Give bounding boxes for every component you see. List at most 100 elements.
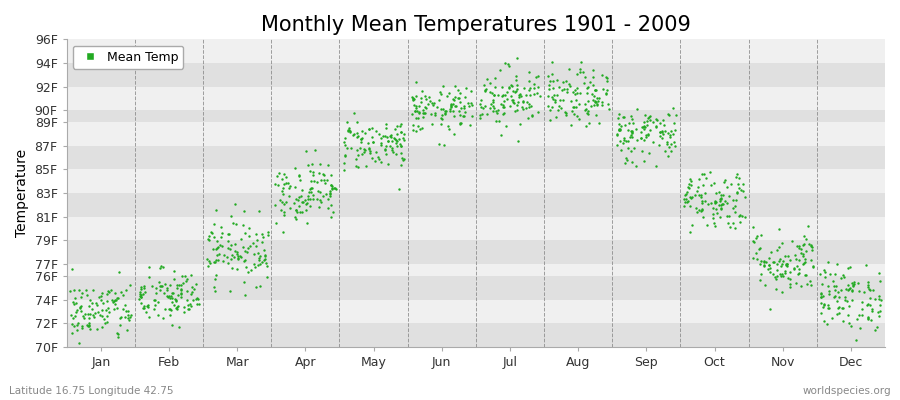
Point [782,281,796,288]
Point [680,189,694,196]
Point [753,261,768,267]
Point [640,118,654,125]
Point [436,105,451,112]
Title: Monthly Mean Temperatures 1901 - 2009: Monthly Mean Temperatures 1901 - 2009 [261,15,691,35]
Point [478,86,492,93]
Point [438,108,453,114]
Point [338,135,353,141]
Point [580,89,594,96]
Point [487,105,501,111]
Point [255,239,269,245]
Point [140,302,154,309]
Point [434,115,448,122]
Point [814,281,829,287]
Point [318,180,332,186]
Point [269,173,284,180]
Point [653,120,668,126]
Point [506,96,520,103]
Point [816,318,831,324]
Point [488,84,502,90]
Point [379,124,393,131]
Point [592,95,607,102]
Point [522,86,536,93]
Point [393,162,408,168]
Point [384,147,399,153]
Point [148,302,162,308]
Point [390,123,404,130]
Point [842,286,856,293]
Point [556,86,571,92]
Point [563,122,578,128]
Point [357,146,372,152]
Point [223,242,238,248]
Point [420,101,435,107]
Point [578,107,592,114]
Point [802,241,816,248]
Point [392,123,407,130]
Point [796,252,810,259]
Point [141,274,156,280]
Point [298,200,312,207]
Point [683,202,698,209]
Point [412,110,427,116]
Point [775,261,789,268]
Point [107,306,122,312]
Point [788,252,802,258]
Point [664,148,679,154]
Point [238,264,253,270]
Point [640,121,654,128]
Point [76,325,90,331]
Point [772,256,787,262]
Point [845,297,859,304]
Point [862,295,877,302]
Point [799,248,814,254]
Point [821,302,835,308]
Point [525,112,539,118]
Point [595,72,609,78]
Point [447,94,462,100]
Point [459,84,473,91]
Point [830,260,844,267]
Point [613,138,627,144]
Point [790,263,805,270]
Point [872,313,886,320]
Point [680,198,695,204]
Point [112,315,127,321]
Point [406,102,420,108]
Point [473,104,488,110]
Point [546,84,561,91]
Point [634,129,648,136]
Point [846,282,860,288]
Point [735,213,750,219]
Point [547,92,562,98]
Point [555,87,570,93]
Point [418,93,432,100]
Point [119,308,133,314]
Point [584,103,598,110]
Point [590,102,605,109]
Point [276,228,291,235]
Point [612,126,626,132]
Point [114,289,129,295]
Point [293,193,308,200]
Point [340,127,355,134]
Point [442,126,456,132]
Point [792,257,806,263]
Point [571,90,585,96]
Point [828,271,842,277]
Point [406,96,420,103]
Point [133,300,148,306]
Point [506,99,520,106]
Point [172,282,186,288]
Point [482,105,497,112]
Point [350,147,365,154]
Point [283,182,297,189]
Point [854,312,868,318]
Point [562,66,576,72]
Point [643,113,657,120]
Point [437,109,452,116]
Point [220,245,235,252]
Point [836,305,850,312]
Point [712,202,726,208]
Point [533,93,547,99]
